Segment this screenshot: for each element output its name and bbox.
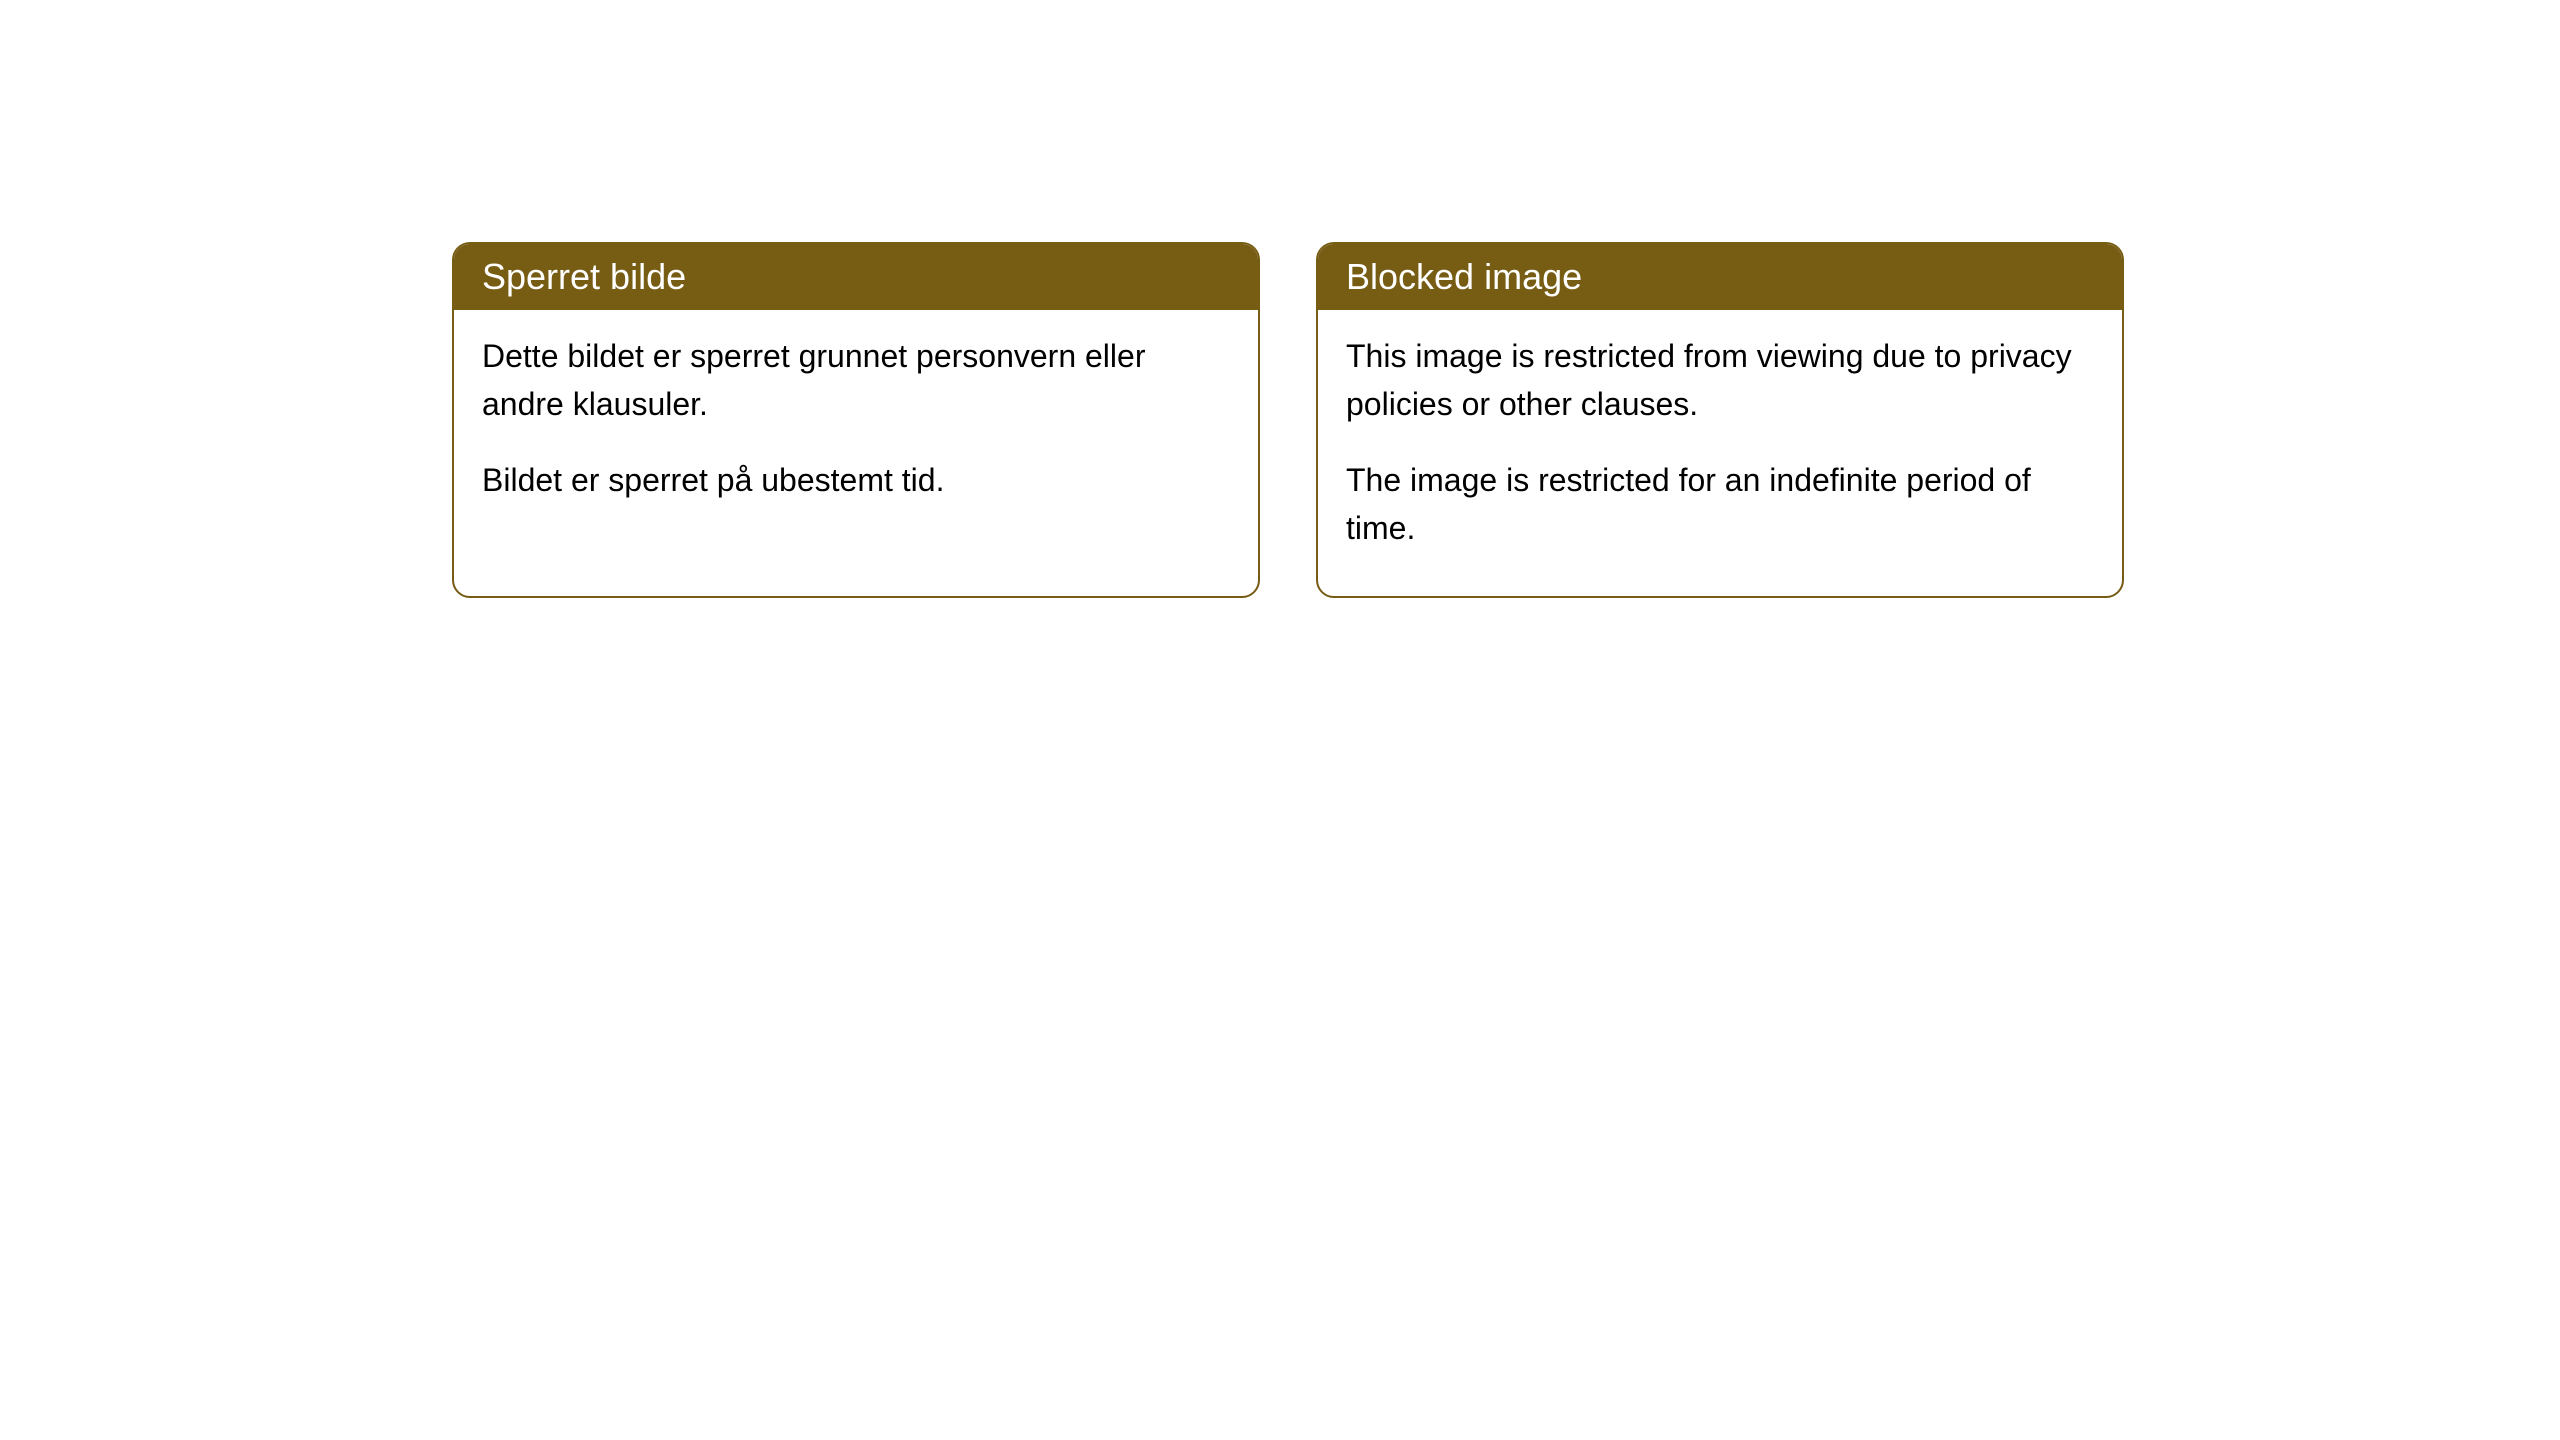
card-title: Blocked image: [1346, 256, 1582, 297]
card-paragraph-2: Bildet er sperret på ubestemt tid.: [482, 456, 1230, 504]
card-header: Sperret bilde: [454, 244, 1258, 310]
card-paragraph-1: This image is restricted from viewing du…: [1346, 332, 2094, 428]
card-title: Sperret bilde: [482, 256, 686, 297]
notice-card-norwegian: Sperret bilde Dette bildet er sperret gr…: [452, 242, 1260, 598]
card-paragraph-2: The image is restricted for an indefinit…: [1346, 456, 2094, 552]
card-header: Blocked image: [1318, 244, 2122, 310]
card-body: Dette bildet er sperret grunnet personve…: [454, 310, 1258, 548]
notice-cards-container: Sperret bilde Dette bildet er sperret gr…: [452, 242, 2124, 598]
notice-card-english: Blocked image This image is restricted f…: [1316, 242, 2124, 598]
card-paragraph-1: Dette bildet er sperret grunnet personve…: [482, 332, 1230, 428]
card-body: This image is restricted from viewing du…: [1318, 310, 2122, 596]
